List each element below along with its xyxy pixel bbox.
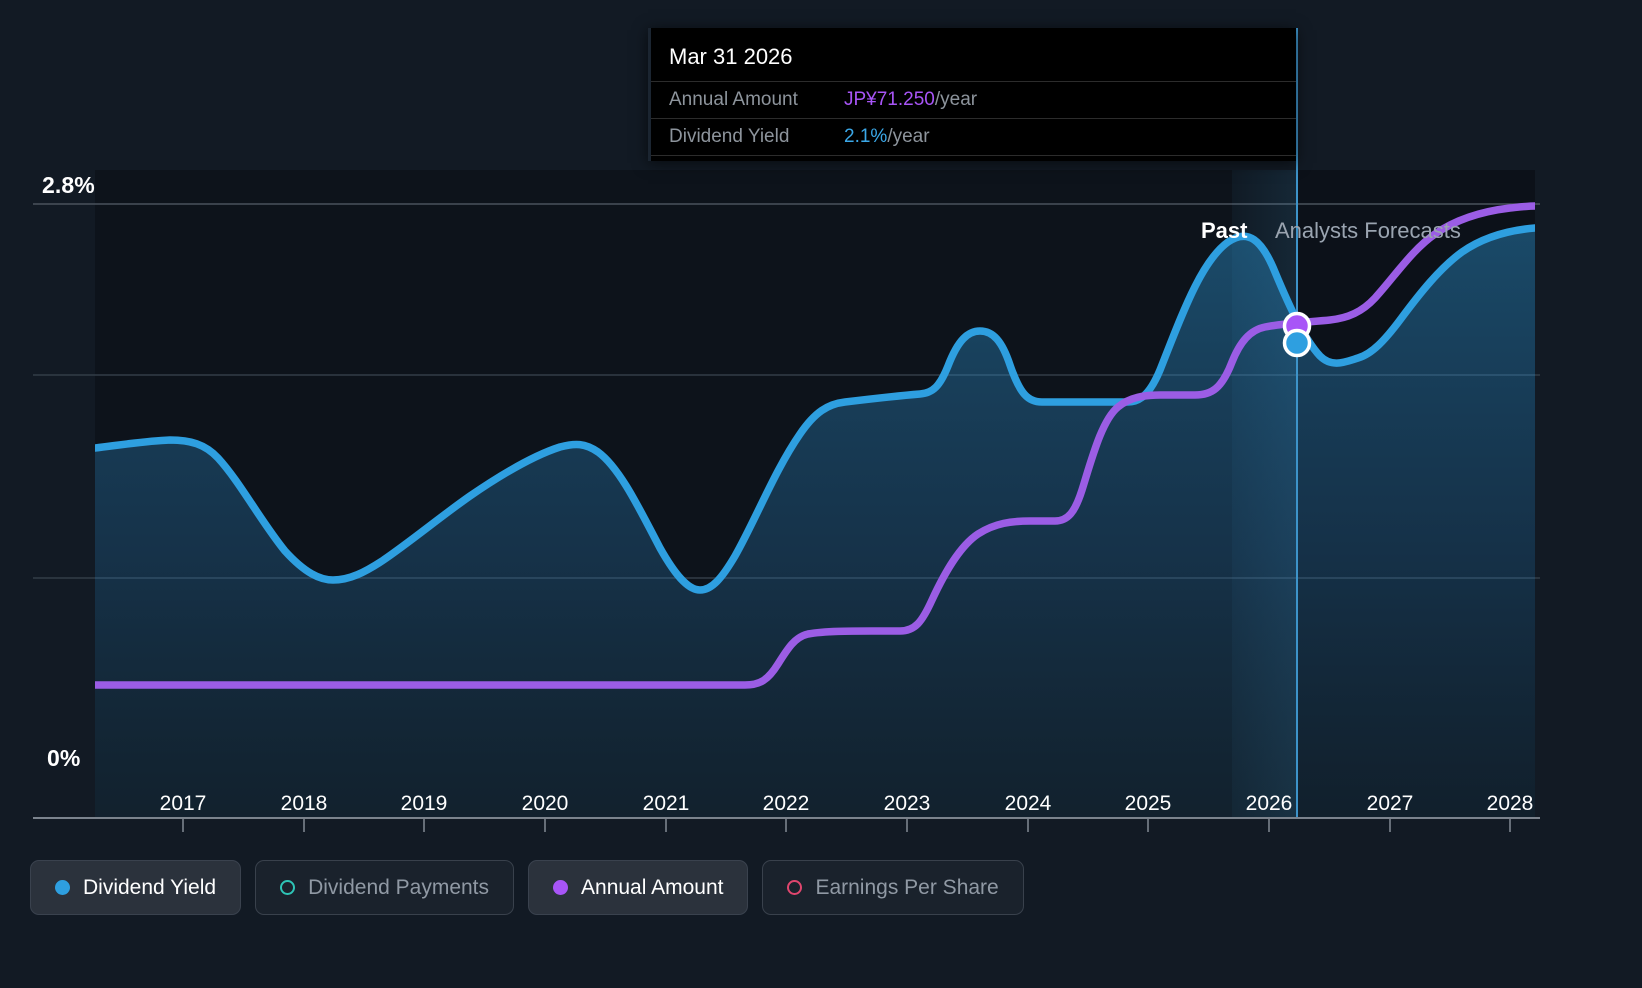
x-axis-label-2023: 2023 [883, 792, 931, 815]
chart-tooltip: Mar 31 2026 Annual Amount JP¥71.250/year… [648, 28, 1296, 161]
x-axis-label-2027: 2027 [1366, 792, 1414, 815]
x-axis-label-2018: 2018 [280, 792, 328, 815]
past-label: Past [1201, 218, 1248, 243]
tooltip-value-dividend-yield: 2.1%/year [844, 126, 930, 148]
y-axis-label-bottom: 0% [47, 745, 81, 771]
x-axis-label-2020: 2020 [521, 792, 569, 815]
tooltip-yield-unit: /year [887, 126, 930, 147]
x-axis-label-2022: 2022 [762, 792, 810, 815]
tooltip-row-annual-amount: Annual Amount JP¥71.250/year [651, 81, 1296, 118]
legend-item-dividend-yield[interactable]: Dividend Yield [30, 860, 242, 915]
earnings-per-share-dot-icon [787, 880, 803, 895]
annual-amount-dot-icon [553, 880, 569, 895]
data-point-markers[interactable] [1282, 311, 1312, 358]
tooltip-row-dividend-yield: Dividend Yield 2.1%/year [651, 118, 1296, 155]
tooltip-value-annual-amount: JP¥71.250/year [844, 89, 977, 111]
x-axis-label-2021: 2021 [642, 792, 690, 815]
dividend-yield-area [95, 228, 1535, 818]
tooltip-amount-unit: /year [934, 89, 978, 110]
marker-dividend-yield[interactable] [1282, 328, 1312, 358]
dividend-yield-line [95, 224, 1535, 594]
x-axis-label-2026: 2026 [1245, 792, 1293, 815]
x-axis-label-2017: 2017 [159, 792, 207, 815]
legend-item-dividend-payments[interactable]: Dividend Payments [255, 860, 515, 915]
legend-label-earnings-per-share: Earnings Per Share [815, 875, 999, 899]
legend-label-annual-amount: Annual Amount [581, 875, 724, 899]
x-axis-label-2024: 2024 [1004, 792, 1052, 815]
tooltip-yield-number: 2.1% [844, 126, 888, 147]
dividend-payments-dot-icon [280, 880, 296, 895]
chart-legend: Dividend Yield Dividend Payments Annual … [30, 860, 1024, 915]
analysts-forecasts-label: Analysts Forecasts [1275, 218, 1461, 243]
annual-amount-line [95, 202, 1535, 689]
tooltip-label-dividend-yield: Dividend Yield [669, 126, 790, 147]
x-axis-label-2028: 2028 [1486, 792, 1534, 815]
legend-item-annual-amount[interactable]: Annual Amount [528, 860, 749, 915]
x-axis-label-2025: 2025 [1124, 792, 1172, 815]
x-axis-label-2019: 2019 [400, 792, 448, 815]
tooltip-label-annual-amount: Annual Amount [669, 89, 798, 110]
tooltip-footer-divider [651, 155, 1296, 161]
legend-label-dividend-payments: Dividend Payments [308, 875, 490, 899]
x-axis-ticks [182, 818, 1511, 832]
tooltip-amount-number: JP¥71.250 [844, 89, 935, 110]
tooltip-date: Mar 31 2026 [669, 44, 793, 69]
y-axis-label-top: 2.8% [42, 172, 95, 198]
dividend-yield-dot-icon [55, 880, 70, 895]
legend-label-dividend-yield: Dividend Yield [83, 875, 217, 899]
legend-item-earnings-per-share[interactable]: Earnings Per Share [762, 860, 1024, 915]
